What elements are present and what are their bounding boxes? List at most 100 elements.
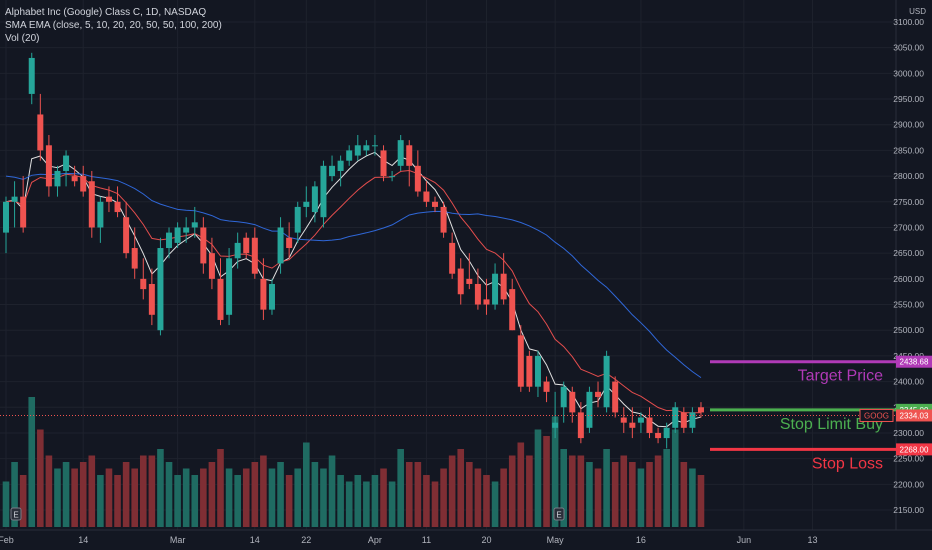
volume-bar: [689, 468, 696, 527]
candle-body: [697, 407, 704, 413]
x-tick-label: 14: [250, 535, 260, 545]
earnings-marker[interactable]: [553, 507, 565, 521]
y-tick-label: 2550.00: [893, 300, 924, 310]
y-tick-label: 2250.00: [893, 454, 924, 464]
y-tick-label: 2800.00: [893, 171, 924, 181]
volume-bar: [294, 468, 302, 527]
candle-body: [337, 160, 344, 171]
candle-body: [88, 181, 95, 228]
earnings-marker[interactable]: [10, 507, 22, 521]
candle-body: [500, 273, 507, 300]
candle-body: [414, 165, 421, 192]
volume-bar: [303, 442, 310, 527]
y-tick-label: 2950.00: [893, 94, 924, 104]
price-line-label: Stop Loss: [812, 455, 883, 472]
volume-bar: [371, 475, 379, 527]
volume-bar: [380, 468, 387, 527]
candle-body: [346, 150, 353, 161]
candle-body: [183, 227, 190, 233]
price-line-tag: [896, 355, 932, 368]
candle-body: [286, 237, 293, 249]
candle-body: [440, 206, 447, 233]
volume-bar: [354, 475, 362, 527]
candle-body: [114, 201, 121, 213]
candle-body: [595, 391, 602, 397]
candle-body: [63, 155, 70, 171]
volume-bar: [414, 462, 422, 527]
volume-bar: [165, 462, 173, 527]
symbol-tag: [859, 408, 894, 422]
candle-body: [620, 417, 627, 423]
volume-bar: [603, 449, 610, 527]
candle-body: [234, 242, 241, 259]
volume-bar: [620, 455, 628, 527]
x-tick-label: Feb: [0, 535, 14, 545]
symbol-tag-text: GOOG: [864, 411, 889, 420]
candle-body: [200, 227, 207, 264]
volume-bar: [251, 462, 259, 527]
candle-body: [37, 114, 44, 151]
volume-bar: [45, 455, 53, 527]
volume-bar: [483, 475, 490, 527]
volume-bar: [637, 468, 645, 527]
y-tick-label: 2500.00: [893, 325, 924, 335]
volume-bar: [260, 455, 267, 527]
volume-bar: [268, 468, 276, 527]
volume-bar: [594, 468, 602, 527]
candle-body: [277, 227, 284, 264]
candle-body: [637, 417, 644, 423]
candle-body: [517, 335, 524, 387]
volume-bar: [654, 455, 662, 527]
y-tick-label: 2700.00: [893, 222, 924, 232]
candle-body: [148, 283, 155, 315]
volume-bar: [543, 436, 550, 527]
candle-body: [492, 273, 499, 305]
candle-body: [466, 278, 473, 284]
ma-mid-line: [5, 169, 702, 414]
volume-bar: [448, 455, 456, 527]
volume-bar: [114, 475, 121, 527]
ma-indicator-line: SMA EMA (close, 5, 10, 20, 20, 50, 50, 1…: [5, 20, 222, 31]
volume-bar: [148, 455, 156, 527]
volume-bar: [88, 455, 96, 527]
volume-bar: [560, 449, 567, 527]
volume-bar: [62, 462, 70, 527]
x-tick-label: 20: [481, 535, 491, 545]
candle-body: [251, 237, 258, 274]
candle-body: [28, 57, 35, 94]
x-tick-label: 14: [78, 535, 88, 545]
candle-body: [217, 278, 224, 320]
x-tick-label: 16: [636, 535, 646, 545]
candle-body: [449, 242, 456, 274]
y-tick-label: 2300.00: [893, 428, 924, 438]
x-tick-label: Apr: [368, 535, 382, 545]
y-tick-label: 2150.00: [893, 505, 924, 515]
volume-bar: [431, 481, 439, 527]
volume-bar: [337, 475, 344, 527]
x-tick-label: May: [547, 535, 565, 545]
volume-bar: [388, 481, 396, 527]
ma-slow-line: [5, 172, 702, 379]
candle-body: [526, 355, 533, 387]
volume-bar: [440, 468, 447, 527]
volume-bar: [517, 442, 525, 527]
candle-body: [105, 196, 112, 202]
volume-bar: [311, 462, 319, 527]
volume-bar: [79, 462, 87, 527]
candle-body: [311, 186, 318, 213]
candle-body: [363, 145, 370, 151]
candle-body: [612, 381, 619, 413]
volume-bar: [697, 475, 705, 527]
y-tick-label: 2400.00: [893, 377, 924, 387]
candle-body: [406, 145, 413, 166]
volume-bar: [363, 481, 370, 527]
volume-bar: [423, 475, 430, 527]
volume-bar: [551, 416, 559, 527]
candle-body: [123, 217, 130, 254]
volume-bar: [328, 455, 336, 527]
candle-body: [397, 140, 404, 166]
earnings-marker-label: E: [556, 511, 561, 520]
candle-body: [294, 206, 301, 233]
volume-bar: [405, 462, 413, 527]
